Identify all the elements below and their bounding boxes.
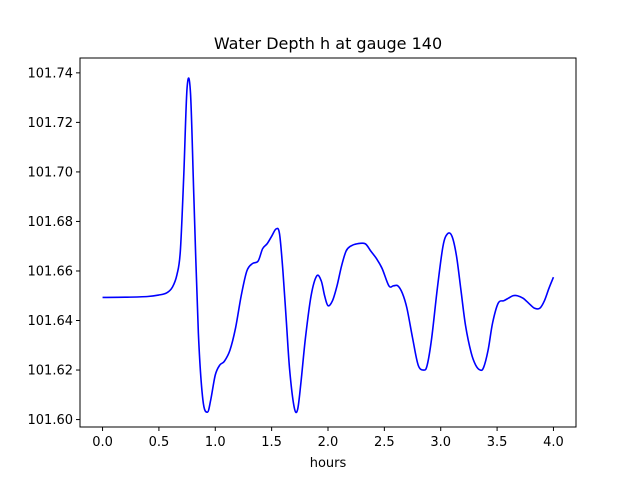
x-axis-label: hours [310, 456, 347, 471]
x-tick-label: 2.0 [318, 435, 339, 450]
x-tick-label: 0.5 [149, 435, 170, 450]
y-axis: 101.60 101.62 101.64 101.66 101.68 101.70 101.… [28, 66, 80, 428]
x-tick-label: 1.0 [205, 435, 226, 450]
plot-frame [79, 57, 577, 428]
y-tick-label: 101.62 [28, 364, 74, 379]
y-tick-label: 101.74 [28, 66, 74, 81]
x-tick-label: 4.0 [543, 435, 564, 450]
y-tick-label: 101.68 [28, 215, 74, 230]
x-tick-label: 1.5 [261, 435, 282, 450]
x-axis: 0.0 0.5 1.0 1.5 2.0 2.5 3.0 3.5 4.0 [92, 427, 564, 450]
y-tick-label: 101.66 [28, 264, 74, 279]
chart-title: Water Depth h at gauge 140 [214, 34, 442, 53]
x-tick-label: 3.5 [487, 435, 508, 450]
x-tick-label: 0.0 [92, 435, 113, 450]
y-tick-label: 101.64 [28, 314, 74, 329]
series-line-0 [102, 77, 555, 414]
y-tick-label: 101.60 [28, 413, 74, 428]
x-tick-label: 2.5 [374, 435, 395, 450]
x-tick-label: 3.0 [430, 435, 451, 450]
plot-area [102, 77, 555, 414]
y-tick-label: 101.72 [28, 116, 74, 131]
y-tick-label: 101.70 [28, 165, 74, 180]
